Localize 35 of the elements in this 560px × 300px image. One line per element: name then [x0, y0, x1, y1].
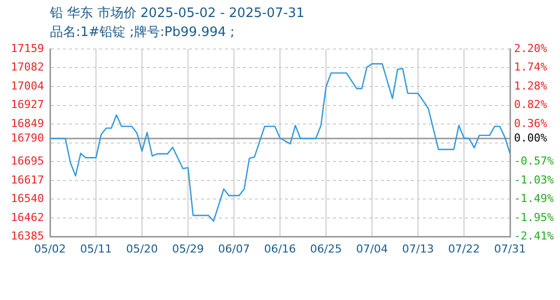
- y2-tick-label: -1.03%: [514, 173, 554, 186]
- x-tick-label: 07/13: [402, 242, 434, 256]
- y-tick-label: 17159: [10, 42, 44, 55]
- y2-tick-label: 1.74%: [514, 60, 548, 74]
- y-tick-label: 16617: [10, 173, 44, 186]
- x-tick-label: 06/25: [310, 242, 342, 256]
- y2-tick-label: -1.49%: [514, 192, 554, 206]
- x-tick-label: 05/02: [34, 242, 66, 256]
- x-tick-label: 07/04: [356, 242, 388, 256]
- y-tick-label: 16385: [10, 230, 44, 243]
- x-tick-label: 05/11: [80, 242, 112, 256]
- x-tick-label: 06/07: [218, 242, 250, 256]
- y2-tick-label: 1.28%: [514, 79, 548, 92]
- x-tick-label: 06/16: [264, 242, 296, 256]
- y-tick-label: 16462: [10, 210, 44, 224]
- x-tick-label: 07/22: [448, 242, 480, 256]
- y2-tick-label: -1.95%: [514, 210, 554, 224]
- y-tick-label: 17004: [10, 79, 44, 92]
- chart-title: 铅 华东 市场价 2025-05-02 - 2025-07-31: [50, 5, 304, 22]
- y-tick-label: 16927: [10, 98, 44, 112]
- y2-tick-label: -0.57%: [514, 154, 554, 168]
- chart-subtitle: 品名:1#铅锭 ;牌号:Pb99.994 ;: [50, 24, 235, 41]
- y-tick-label: 16849: [10, 117, 44, 130]
- y-tick-label: 16695: [10, 154, 44, 168]
- y2-tick-label: 2.20%: [514, 42, 548, 55]
- x-tick-label: 07/31: [494, 242, 526, 256]
- y2-tick-label: 0.00%: [514, 131, 548, 144]
- x-tick-label: 05/29: [172, 242, 204, 256]
- y-tick-label: 16540: [10, 192, 44, 206]
- y2-tick-label: -2.41%: [514, 230, 554, 243]
- y2-tick-label: 0.36%: [514, 116, 548, 130]
- x-tick-label: 05/20: [126, 242, 158, 256]
- y-tick-label: 17082: [10, 60, 44, 74]
- y-tick-label: 16790: [10, 131, 44, 144]
- y2-tick-label: 0.82%: [514, 98, 548, 112]
